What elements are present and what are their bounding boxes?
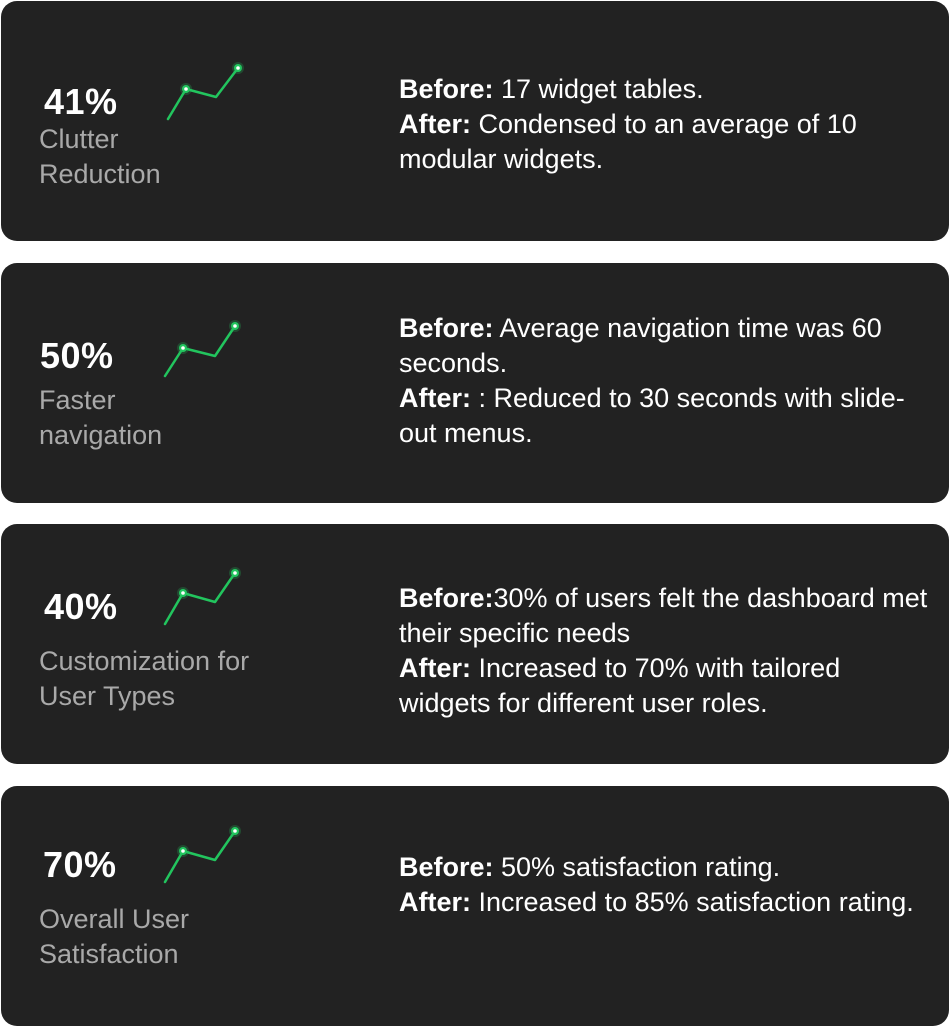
metric-label-line: Customization for bbox=[39, 646, 250, 676]
after-line: After: Condensed to an average of 10 mod… bbox=[399, 107, 929, 177]
metric-label-line: Overall User bbox=[39, 904, 190, 934]
after-label: After: bbox=[399, 383, 471, 413]
metric-label: Clutter Reduction bbox=[39, 122, 339, 192]
before-text: Average navigation time was 60 seconds. bbox=[399, 313, 882, 378]
before-line: Before: 17 widget tables. bbox=[399, 72, 929, 107]
before-label: Before: bbox=[399, 852, 494, 882]
metric-card-customization: 40% Customization for User Types Before:… bbox=[1, 524, 949, 764]
metric-label-line: User Types bbox=[39, 681, 176, 711]
before-text: 50% satisfaction rating. bbox=[493, 852, 781, 882]
metric-label: Faster navigation bbox=[39, 383, 339, 453]
metric-summary: 50% Faster navigation bbox=[39, 263, 369, 503]
before-label: Before: bbox=[399, 313, 494, 343]
trend-up-icon bbox=[163, 320, 241, 378]
after-label: After: bbox=[399, 109, 471, 139]
after-text: Condensed to an average of 10 modular wi… bbox=[399, 109, 857, 174]
before-after-description: Before: 17 widget tables. After: Condens… bbox=[399, 72, 929, 177]
after-line: After: Increased to 70% with tailored wi… bbox=[399, 651, 929, 721]
before-line: Before: Average navigation time was 60 s… bbox=[399, 311, 929, 381]
before-text: 17 widget tables. bbox=[493, 74, 704, 104]
metric-label: Customization for User Types bbox=[39, 644, 339, 714]
metric-label-line: Satisfaction bbox=[39, 939, 179, 969]
before-after-description: Before:30% of users felt the dashboard m… bbox=[399, 581, 929, 721]
before-line: Before:30% of users felt the dashboard m… bbox=[399, 581, 929, 651]
metric-value: 40% bbox=[44, 586, 118, 627]
after-text: : Reduced to 30 seconds with slide-out m… bbox=[399, 383, 905, 448]
metric-label-line: navigation bbox=[39, 420, 163, 450]
metric-summary: 70% Overall User Satisfaction bbox=[39, 786, 369, 1026]
metric-value: 41% bbox=[44, 81, 118, 122]
before-line: Before: 50% satisfaction rating. bbox=[399, 850, 929, 885]
trend-up-icon bbox=[163, 825, 241, 884]
metric-label: Overall User Satisfaction bbox=[39, 902, 339, 972]
metric-label-line: Faster bbox=[39, 385, 116, 415]
before-label: Before: bbox=[399, 74, 494, 104]
before-after-description: Before: 50% satisfaction rating. After: … bbox=[399, 850, 929, 920]
trend-up-icon bbox=[163, 567, 241, 626]
trend-up-icon bbox=[166, 62, 244, 121]
metric-card-user-satisfaction: 70% Overall User Satisfaction Before: 50… bbox=[1, 786, 949, 1026]
metric-card-faster-navigation: 50% Faster navigation Before: Average na… bbox=[1, 263, 949, 503]
metric-summary: 40% Customization for User Types bbox=[39, 524, 369, 764]
before-label: Before: bbox=[399, 583, 494, 613]
after-text: Increased to 70% with tailored widgets f… bbox=[399, 653, 841, 718]
metric-summary: 41% Clutter Reduction bbox=[39, 1, 369, 241]
metric-value: 70% bbox=[43, 844, 117, 885]
after-line: After: Increased to 85% satisfaction rat… bbox=[399, 885, 929, 920]
after-label: After: bbox=[399, 887, 471, 917]
metric-value: 50% bbox=[40, 335, 114, 376]
metric-label-line: Reduction bbox=[39, 159, 161, 189]
before-text: 30% of users felt the dashboard met thei… bbox=[399, 583, 928, 648]
after-line: After: : Reduced to 30 seconds with slid… bbox=[399, 381, 929, 451]
after-label: After: bbox=[399, 653, 471, 683]
metric-label-line: Clutter bbox=[39, 124, 119, 154]
after-text: Increased to 85% satisfaction rating. bbox=[471, 887, 914, 917]
before-after-description: Before: Average navigation time was 60 s… bbox=[399, 311, 929, 451]
metric-card-clutter-reduction: 41% Clutter Reduction Before: 17 widget … bbox=[1, 1, 949, 241]
